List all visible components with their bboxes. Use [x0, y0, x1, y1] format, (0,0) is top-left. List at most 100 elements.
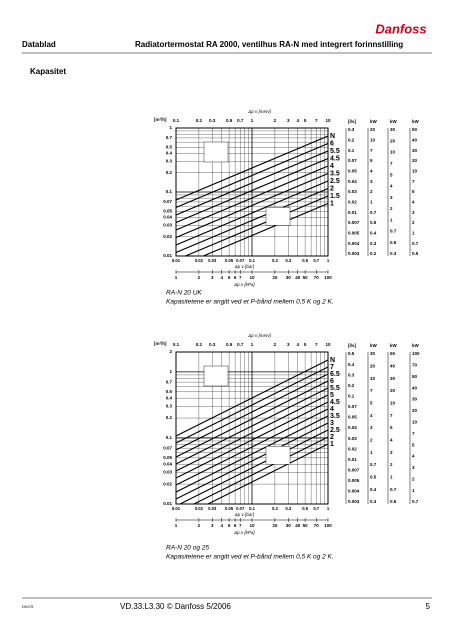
column-tick-label: 0.3: [390, 251, 397, 256]
x-tick-label: 0.05: [225, 506, 234, 511]
column-tick-label: 0.7: [390, 487, 397, 492]
column-tick-label: 0.7: [412, 241, 419, 246]
column-tick-label: 0.2: [348, 138, 355, 143]
kpa-tick-label: 5: [228, 275, 231, 280]
caption-text: Kapasitetene er angitt ved et P-bånd mel…: [166, 298, 334, 306]
column-tick-label: 0.5: [390, 499, 397, 504]
kpa-tick-label: 10: [249, 275, 255, 280]
column-tick-label: 5: [412, 189, 415, 194]
column-tick-label: 0.05: [348, 169, 357, 174]
y-tick-label: 0.01: [163, 253, 172, 258]
x-tick-label: 0.2: [272, 258, 278, 263]
footer-ref: VD.33.L3.30 © Danfoss 5/2006: [120, 602, 231, 611]
kpa-tick-label: 6: [234, 523, 237, 528]
setting-label: 4.5: [330, 399, 340, 406]
y-unit: [m³/h]: [154, 117, 167, 122]
top-tick-label: 0.1: [173, 342, 180, 347]
x-tick-label: 0.1: [249, 258, 255, 263]
column-unit: [l/s]: [348, 343, 357, 348]
top-tick-label: 0.5: [226, 342, 233, 347]
column-tick-label: 10: [390, 150, 396, 155]
kpa-title: Δp v [kPa]: [233, 530, 255, 535]
column-tick-label: 50: [412, 127, 418, 132]
column-tick-label: 20: [412, 408, 418, 413]
legend-box: [203, 365, 229, 387]
top-tick-label: 0.2: [196, 342, 203, 347]
setting-curve: [176, 366, 328, 444]
logo: Danfoss: [372, 20, 430, 38]
column-tick-label: 0.7: [412, 499, 419, 504]
x-tick-label: 0.02: [195, 258, 204, 263]
column-tick-label: 3: [390, 195, 393, 200]
y-tick-label: 0.02: [163, 234, 172, 239]
nomogram: 210.70.50.40.30.20.10.070.050.040.030.02…: [154, 333, 420, 561]
column-unit: kW: [390, 119, 398, 124]
kpa-tick-label: 100: [324, 275, 332, 280]
column-tick-label: 0.04: [348, 425, 357, 430]
setting-curve: [176, 165, 328, 231]
svg-text:Danfoss: Danfoss: [375, 21, 426, 36]
column-unit: [l/s]: [348, 119, 357, 124]
column-tick-label: 3: [370, 425, 373, 430]
header-label: Datablad: [22, 40, 56, 49]
kpa-tick-label: 40: [295, 275, 301, 280]
kpa-tick-label: 4: [220, 275, 223, 280]
caption-title: RA-N 20 og 25: [166, 545, 209, 552]
x-tick-label: 1: [327, 258, 330, 263]
column-tick-label: 0.3: [348, 127, 355, 132]
setting-label: 1: [330, 441, 334, 448]
x-tick-label: 0.5: [302, 506, 308, 511]
column-tick-label: 0.007: [348, 467, 360, 472]
column-tick-label: 4: [390, 184, 393, 189]
top-tick-label: 4: [296, 118, 299, 123]
setting-curve: [184, 195, 328, 256]
setting-label: 5.5: [330, 385, 340, 392]
top-tick-label: 2: [274, 118, 277, 123]
kpa-tick-label: 30: [286, 523, 292, 528]
column-tick-label: 0.4: [348, 362, 355, 367]
column-tick-label: 0.3: [370, 241, 377, 246]
setting-label: 6.5: [330, 371, 340, 378]
setting-label: N: [330, 357, 335, 364]
section-title: Kapasitet: [30, 67, 66, 76]
y-tick-label: 0.1: [166, 435, 173, 440]
x-tick-label: 0.3: [285, 258, 291, 263]
setting-curve: [178, 429, 328, 504]
column-tick-label: 5: [370, 401, 373, 406]
column-tick-label: 0.03: [348, 189, 357, 194]
column-tick-label: 0.1: [348, 393, 355, 398]
x-tick-label: 0.05: [225, 258, 234, 263]
setting-curve: [176, 157, 328, 224]
y-tick-label: 0.7: [166, 379, 173, 384]
setting-curve: [176, 180, 328, 246]
kpa-tick-label: 4: [220, 523, 223, 528]
caption-text: Kapasitetene er angitt ved et P-bånd mel…: [166, 553, 334, 561]
legend-box: [265, 207, 291, 226]
column-tick-label: 2: [412, 476, 415, 481]
column-tick-label: 20: [412, 158, 418, 163]
kpa-tick-label: 7: [239, 275, 242, 280]
column-tick-label: 0.5: [370, 475, 377, 480]
column-tick-label: 0.004: [348, 241, 360, 246]
setting-curve: [176, 408, 328, 486]
y-tick-label: 0.2: [166, 170, 173, 175]
setting-label: 6: [330, 140, 334, 147]
footer-page: 5: [426, 602, 431, 611]
kpa-tick-label: 3: [211, 275, 214, 280]
setting-curve: [176, 359, 328, 437]
column-tick-label: 3: [412, 465, 415, 470]
plot-frame: [175, 127, 329, 257]
top-title: Δp v [mmv]: [247, 333, 271, 338]
column-tick-label: 1: [370, 200, 373, 205]
column-tick-label: 10: [412, 419, 418, 424]
column-tick-label: 50: [412, 374, 418, 379]
x-tick-label: 0.01: [172, 506, 181, 511]
x-tick-label: 0.7: [313, 506, 319, 511]
legend-box: [265, 446, 291, 465]
column-unit: kW: [370, 119, 378, 124]
top-tick-label: 4: [296, 342, 299, 347]
y-tick-label: 0.1: [166, 189, 173, 194]
kpa-tick-label: 2: [198, 523, 201, 528]
setting-label: 2.5: [330, 178, 340, 185]
setting-label: 3.5: [330, 413, 340, 420]
